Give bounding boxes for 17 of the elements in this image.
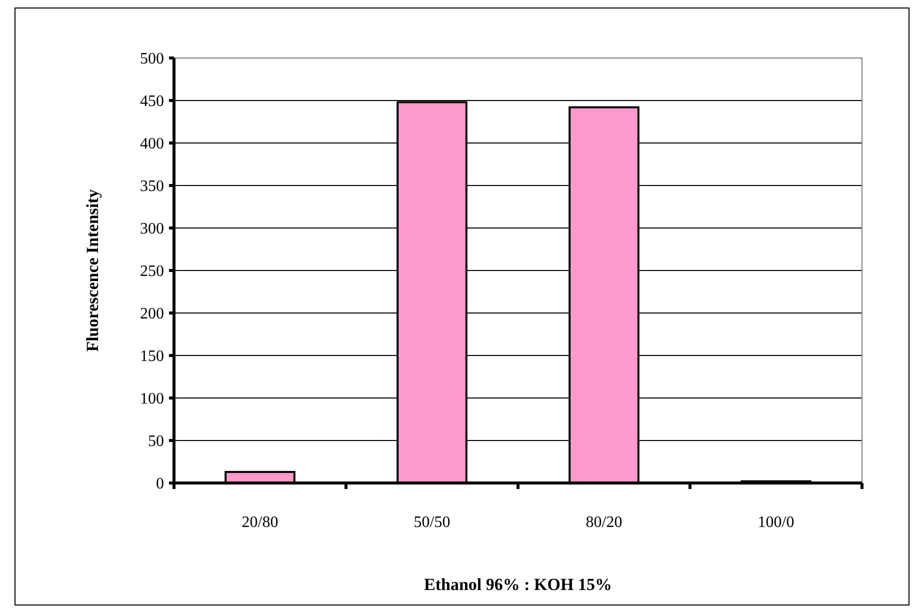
x-tick-label: 20/80 <box>242 514 278 531</box>
x-tick-label: 50/50 <box>414 514 450 531</box>
x-axis-title: Ethanol 96% : KOH 15% <box>424 575 612 594</box>
y-tick-label: 300 <box>140 220 164 238</box>
y-tick-label: 50 <box>148 433 164 450</box>
x-tick-label: 80/20 <box>586 514 622 531</box>
y-tick-label: 0 <box>156 476 164 493</box>
y-axis-title: Fluorescence Intensity <box>83 188 102 352</box>
y-tick-label: 100 <box>140 390 164 408</box>
y-tick-label: 350 <box>140 178 164 196</box>
y-tick-label: 450 <box>140 93 164 110</box>
y-tick-label: 400 <box>140 136 164 153</box>
x-tick-label: 100/0 <box>758 514 794 531</box>
y-tick-label: 200 <box>140 306 164 323</box>
y-tick-label: 150 <box>140 348 164 366</box>
y-tick-label: 250 <box>140 263 164 280</box>
y-tick-label: 500 <box>140 50 164 68</box>
